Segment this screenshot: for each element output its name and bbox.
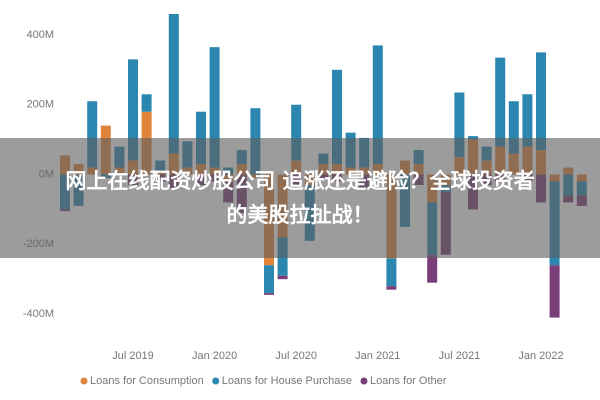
bar: [386, 286, 397, 290]
y-tick-label: 400M: [26, 29, 54, 41]
bar: [87, 101, 98, 168]
bar: [264, 293, 274, 295]
banner: 网上在线配资炒股公司 追涨还是避险？全球投资者 的美股拉扯战！: [0, 138, 600, 258]
bar: [277, 275, 288, 280]
bar: [196, 111, 206, 165]
bar: [128, 59, 138, 161]
legend-marker: [212, 377, 220, 385]
legend-marker: [360, 377, 368, 385]
legend-label: Loans for House Purchase: [222, 375, 352, 387]
bar: [454, 92, 465, 158]
y-tick-label: -400M: [23, 308, 54, 320]
x-tick-label: Jan 2021: [355, 350, 400, 362]
x-tick-label: Jan 2020: [192, 350, 237, 362]
bar: [549, 265, 560, 318]
y-tick-label: 200M: [26, 99, 54, 111]
bar: [495, 57, 506, 147]
bar: [508, 101, 519, 154]
bar: [522, 94, 533, 147]
x-tick-label: Jul 2020: [275, 350, 317, 362]
banner-line: 的美股拉扯战！: [226, 203, 374, 227]
bar: [141, 94, 152, 112]
bar: [386, 258, 397, 287]
x-tick-label: Jul 2019: [112, 350, 154, 362]
x-tick-label: Jul 2021: [439, 350, 481, 362]
bar: [468, 136, 478, 140]
legend-marker: [80, 377, 88, 385]
x-tick-label: Jan 2022: [518, 350, 563, 362]
bar: [209, 47, 220, 168]
bar: [372, 45, 383, 165]
banner-line: 网上在线配资炒股公司 追涨还是避险？全球投资者: [65, 169, 535, 193]
bar: [291, 104, 302, 161]
bar: [536, 52, 546, 151]
bar: [168, 14, 179, 154]
bar: [332, 69, 342, 165]
legend-label: Loans for Other: [370, 375, 447, 387]
bar: [427, 254, 438, 283]
bar: [264, 265, 274, 294]
legend-label: Loans for Consumption: [90, 375, 204, 387]
